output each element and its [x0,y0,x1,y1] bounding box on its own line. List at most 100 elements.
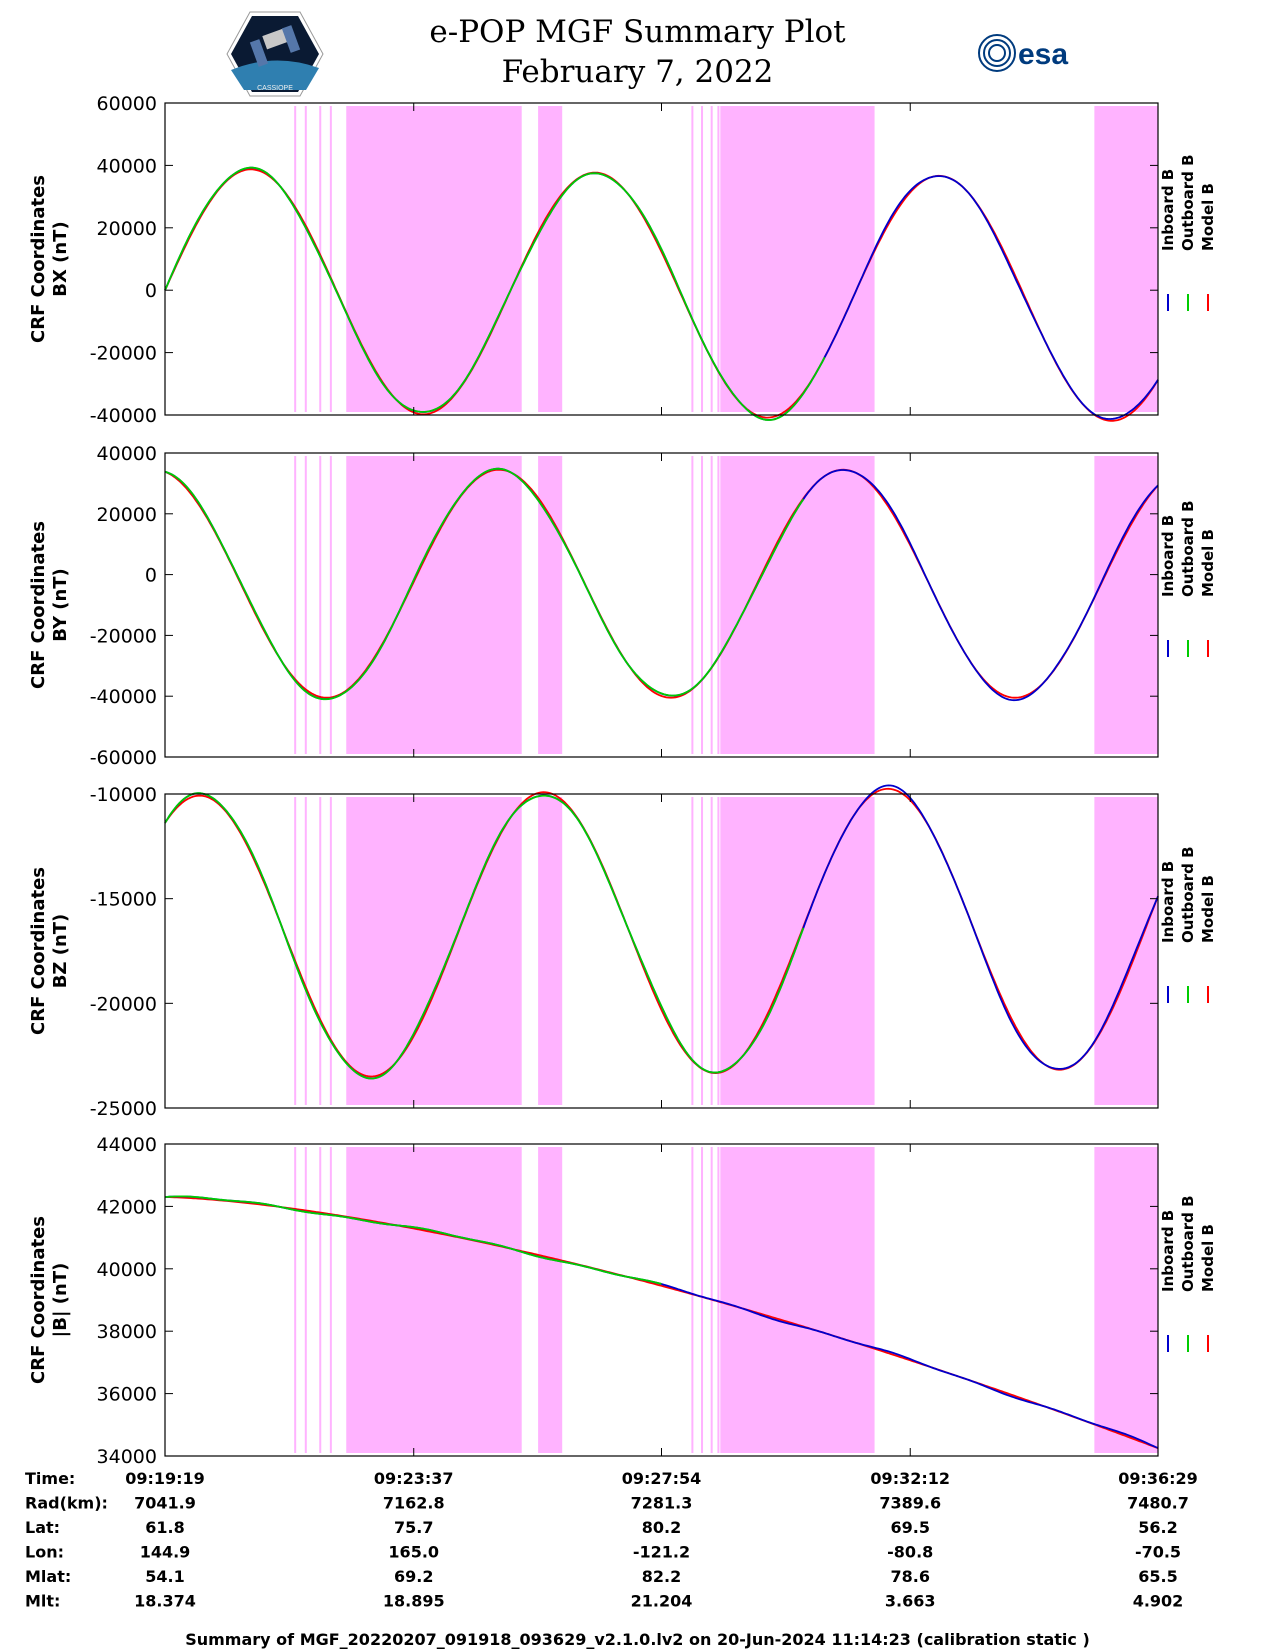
ephemeris-row-label: Lon: [25,1543,64,1562]
shaded-interval [304,1147,307,1453]
ephemeris-value: 7162.8 [383,1494,445,1513]
ephemeris-value: 82.2 [642,1567,681,1586]
shaded-interval [294,456,297,754]
inboard-b-line [164,1195,1159,1449]
shaded-interval [701,456,704,754]
shaded-interval [720,106,875,412]
footer-caption: Summary of MGF_20220207_091918_093629_v2… [185,1630,1090,1649]
panel-3: -10000 -15000 -20000 -25000 CRF Coordinates B… [28,784,1217,1120]
shaded-interval [304,106,307,412]
shaded-interval [717,797,720,1105]
shaded-interval [329,797,332,1105]
shaded-interval [710,456,713,754]
y-axis-label: CRF Coordinates [28,867,49,1035]
y-tick-label: -10000 [90,784,157,806]
ephemeris-value: 54.1 [145,1567,184,1586]
ephemeris-value: 61.8 [145,1518,184,1537]
shaded-interval [346,106,522,412]
y-tick-label: 42000 [97,1196,157,1218]
y-tick-label: 60000 [97,93,157,115]
shaded-interval [1094,456,1158,754]
shaded-interval [319,1147,322,1453]
y-tick-label: 40000 [97,1259,157,1281]
y-axis-label: CRF Coordinates [28,1216,49,1384]
y-tick-label: -40000 [90,686,157,708]
ephemeris-value: 4.902 [1133,1592,1184,1611]
ephemeris-value: 18.895 [383,1592,445,1611]
shaded-interval [691,797,694,1105]
y-tick-label: 20000 [97,504,157,526]
shaded-interval [717,456,720,754]
shaded-interval [319,797,322,1105]
y-axis-label: BZ (nT) [50,914,71,989]
plot-frame [164,452,1159,758]
model-b-line [164,787,1159,1078]
plot-frame [164,793,1159,1109]
model-b-line [164,1196,1159,1450]
ephemeris-value: 80.2 [642,1518,681,1537]
y-tick-label: 36000 [97,1384,157,1406]
shaded-interval [329,106,332,412]
ephemeris-value: 7389.6 [879,1494,941,1513]
ephemeris-value: 3.663 [885,1592,936,1611]
y-tick-label: 34000 [97,1446,157,1468]
ephemeris-value: 165.0 [388,1543,439,1562]
legend-label: Outboard B [1179,1195,1197,1292]
shaded-interval [1094,106,1158,412]
legend-label: Outboard B [1179,500,1197,597]
y-tick-label: 44000 [97,1134,157,1156]
ephemeris-row-label: Time: [25,1469,75,1488]
ephemeris-value: -80.8 [887,1543,933,1562]
outboard-b-line [164,792,805,1080]
ephemeris-row-label: Lat: [25,1518,60,1537]
y-tick-label: -20000 [90,343,157,365]
plot-frame [164,102,1159,416]
shaded-interval [304,456,307,754]
shaded-interval [329,1147,332,1453]
shaded-interval [701,797,704,1105]
y-axis-label: CRF Coordinates [28,175,49,343]
shaded-interval [294,1147,297,1453]
legend-label: Model B [1199,875,1217,943]
shaded-interval [710,106,713,412]
shaded-interval [720,1147,875,1453]
outboard-b-line [164,467,805,701]
legend-label: Outboard B [1179,846,1197,943]
shaded-interval [710,797,713,1105]
ephemeris-row-label: Mlt: [25,1592,60,1611]
ephemeris-value: 09:23:37 [374,1469,454,1488]
shaded-interval [294,797,297,1105]
ephemeris-row-label: Mlat: [25,1567,71,1586]
y-axis-label: |B| (nT) [50,1263,71,1338]
legend-label: Inboard B [1159,1210,1177,1292]
cassiope-logo-text: CASSIOPE [257,85,293,92]
y-tick-label: -20000 [90,625,157,647]
ephemeris-value: 144.9 [140,1543,191,1562]
shaded-interval [538,106,563,412]
model-b-line [164,168,1159,422]
shaded-interval [538,1147,563,1453]
shaded-interval [294,106,297,412]
y-tick-label: -40000 [90,405,157,427]
shaded-interval [329,456,332,754]
ephemeris-value: 7480.7 [1127,1494,1189,1513]
panel-1: 60000 40000 20000 0 -20000 -40000 CRF Coordina… [28,93,1217,427]
shaded-interval [319,456,322,754]
y-tick-label: 0 [145,565,157,587]
inboard-b-line [164,467,1159,702]
ephemeris-value: 56.2 [1138,1518,1177,1537]
ephemeris-value: 7281.3 [631,1494,693,1513]
shaded-interval [538,456,563,754]
outboard-b-line [164,166,826,421]
plot-frame [164,1143,1159,1457]
ephemeris-value: 09:36:29 [1118,1469,1198,1488]
inboard-b-line [164,784,1159,1080]
y-tick-label: -25000 [90,1098,157,1120]
ephemeris-value: 78.6 [890,1567,929,1586]
ephemeris-value: 18.374 [134,1592,196,1611]
esa-logo-text: esa [1018,38,1068,71]
model-b-line [164,468,1159,699]
legend-label: Model B [1199,183,1217,251]
ephemeris-value: 65.5 [1138,1567,1177,1586]
